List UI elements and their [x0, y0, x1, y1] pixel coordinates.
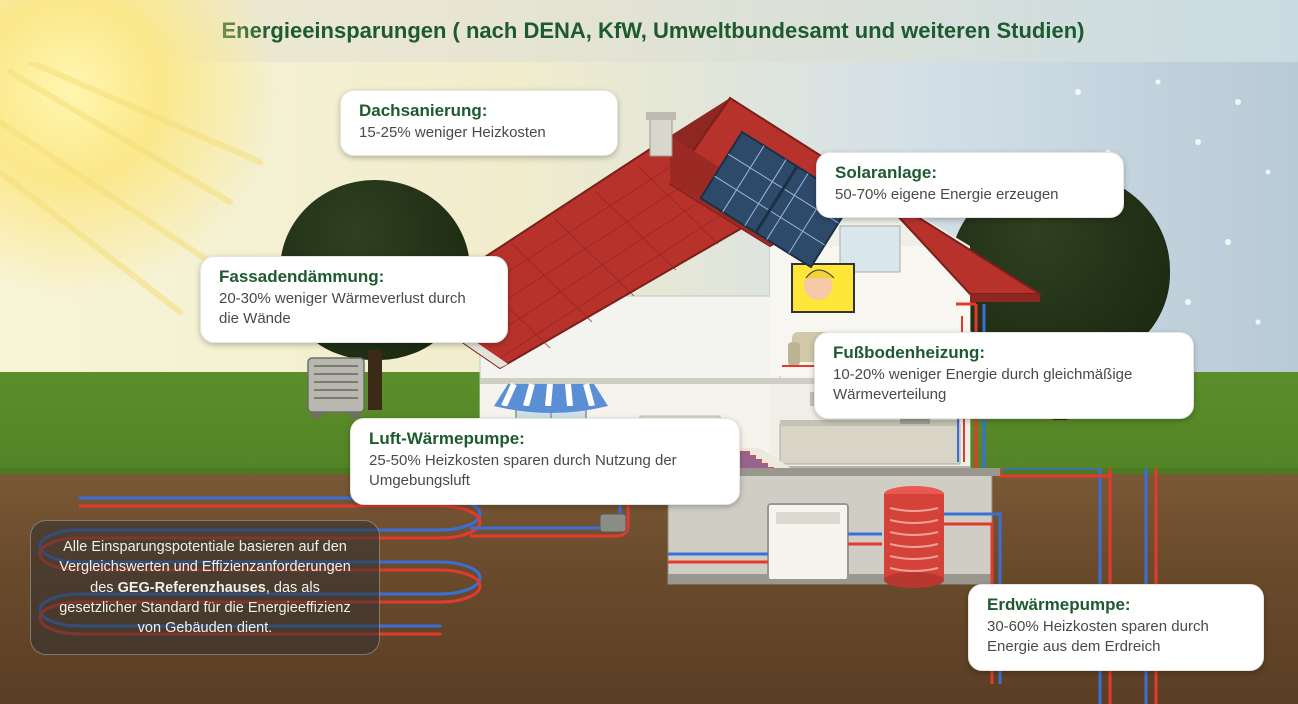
callout-fussboden: Fußbodenheizung: 10-20% weniger Energie …: [814, 332, 1194, 419]
callout-desc: 15-25% weniger Heizkosten: [359, 123, 599, 143]
callout-title: Erdwärmepumpe:: [987, 595, 1245, 615]
callout-title: Dachsanierung:: [359, 101, 599, 121]
callout-desc: 10-20% weniger Energie durch gleichmäßig…: [833, 365, 1175, 406]
callout-desc: 30-60% Heizkosten sparen durch Energie a…: [987, 617, 1245, 658]
callout-dach: Dachsanierung: 15-25% weniger Heizkosten: [340, 90, 618, 156]
callout-desc: 20-30% weniger Wärmeverlust durch die Wä…: [219, 289, 489, 330]
callout-erd: Erdwärmepumpe: 30-60% Heizkosten sparen …: [968, 584, 1264, 671]
callout-title: Luft-Wärmepumpe:: [369, 429, 721, 449]
disclaimer-bold: GEG-Referenzhauses: [118, 580, 266, 596]
disclaimer-box: Alle Einsparungspotentiale basieren auf …: [30, 520, 380, 655]
callout-title: Fußbodenheizung:: [833, 343, 1175, 363]
callout-desc: 25-50% Heizkosten sparen durch Nutzung d…: [369, 451, 721, 492]
awning: [494, 384, 608, 413]
callout-fassade: Fassadendämmung: 20-30% weniger Wärmever…: [200, 256, 508, 343]
callout-desc: 50-70% eigene Energie erzeugen: [835, 185, 1105, 205]
sun-glow: [0, 0, 280, 300]
callout-solar: Solaranlage: 50-70% eigene Energie erzeu…: [816, 152, 1124, 218]
callout-title: Fassadendämmung:: [219, 267, 489, 287]
callout-title: Solaranlage:: [835, 163, 1105, 183]
callout-luft: Luft-Wärmepumpe: 25-50% Heizkosten spare…: [350, 418, 740, 505]
air-heat-pump-unit: [306, 354, 366, 418]
